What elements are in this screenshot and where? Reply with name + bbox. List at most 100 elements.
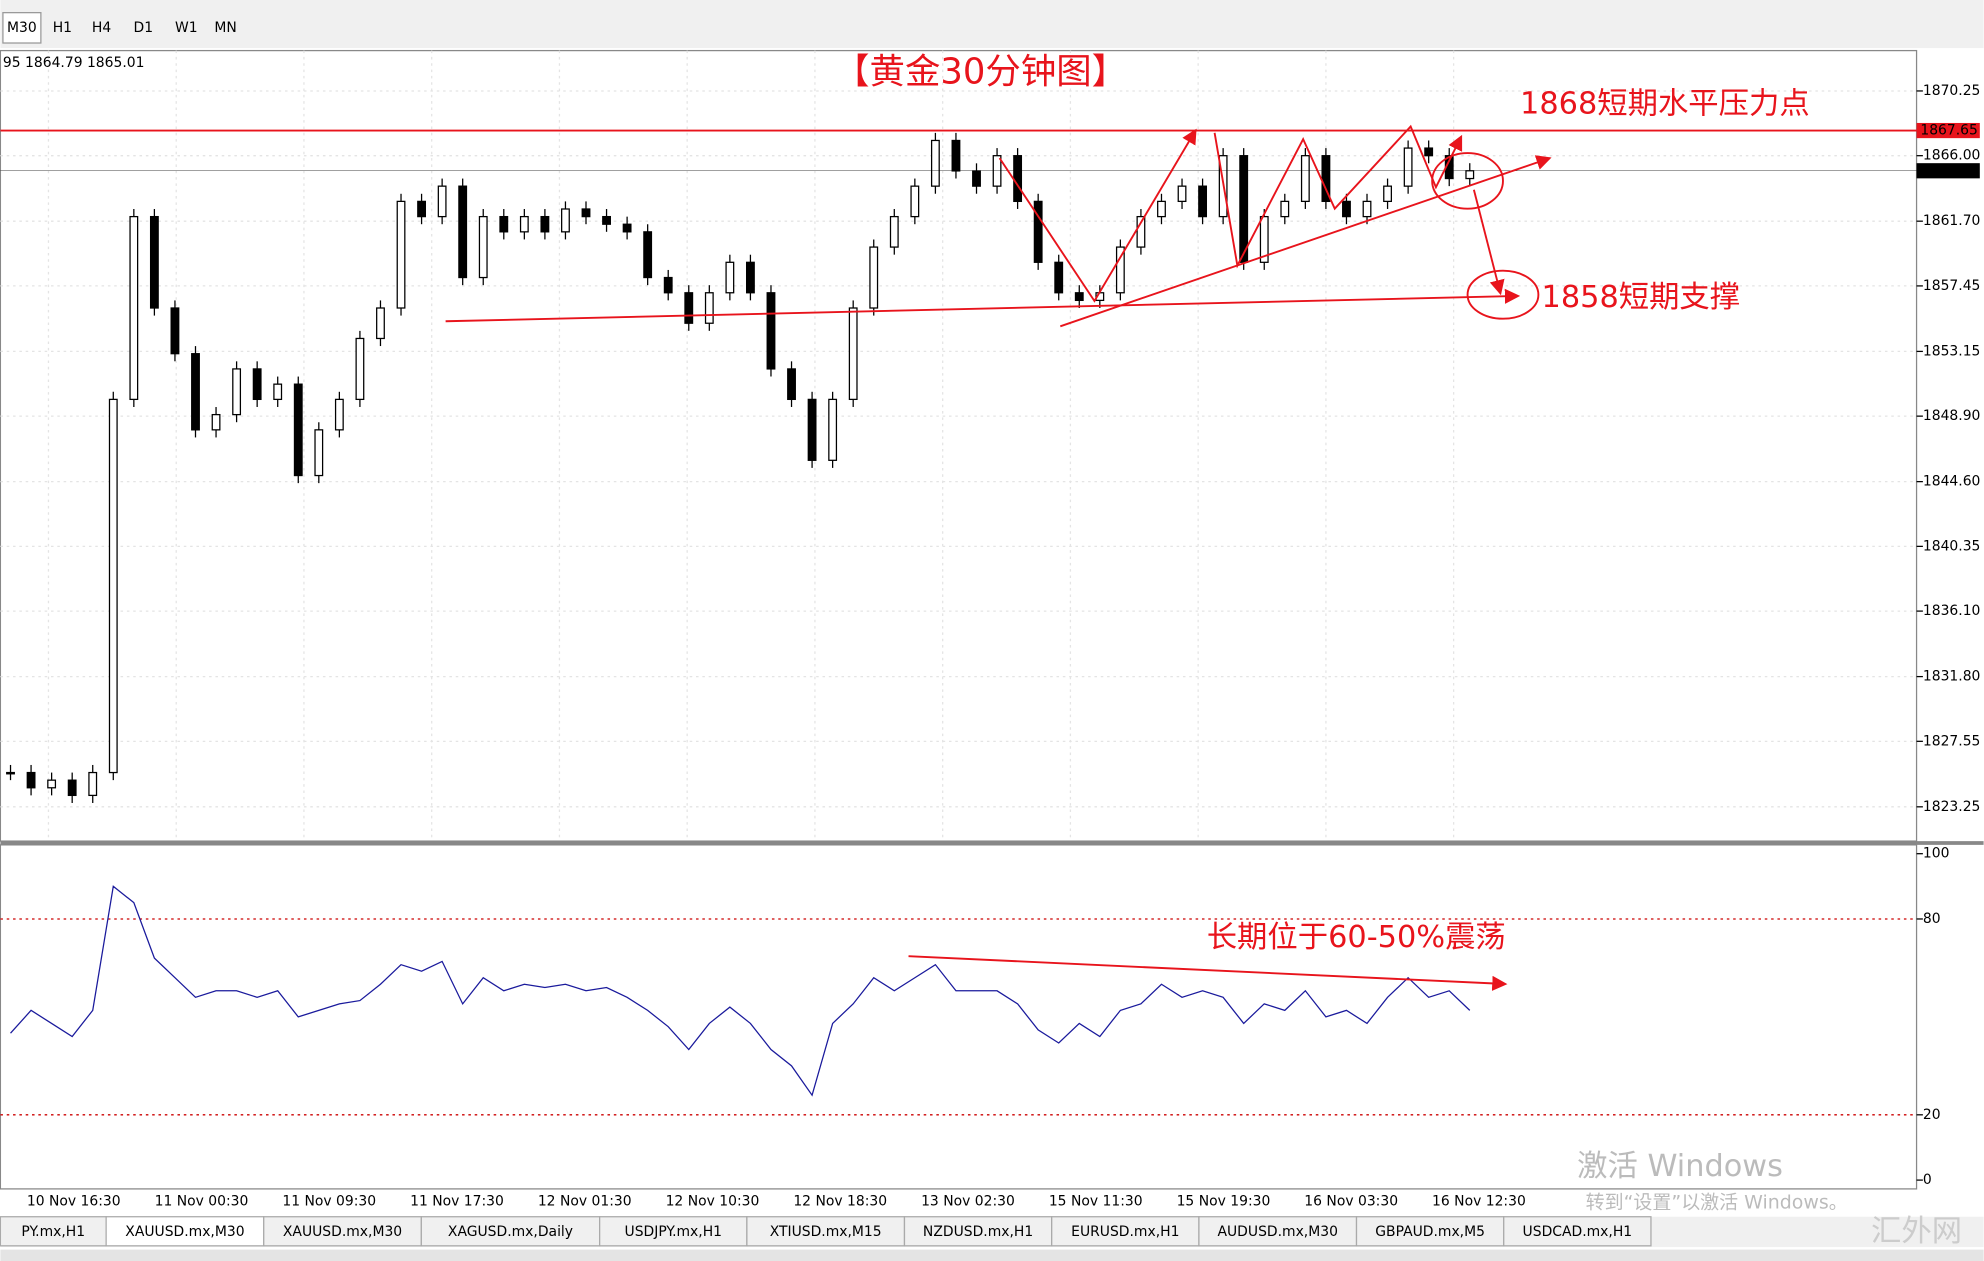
rsi-arrow <box>908 955 1508 991</box>
tab-label: NZDUSD.mx,H1 <box>923 1224 1033 1240</box>
candle-body <box>252 368 262 401</box>
candle-body <box>1403 147 1413 187</box>
candle-body <box>704 292 714 324</box>
rsi-tick-label: 20 <box>1923 1107 1941 1123</box>
timeframe-button[interactable]: W1 <box>175 20 198 36</box>
tab[interactable] <box>1503 1216 1652 1247</box>
candle-body <box>951 139 961 172</box>
x-tick-label: 16 Nov 12:30 <box>1432 1194 1526 1210</box>
candle-body <box>643 231 653 279</box>
tab-label: XAGUSD.mx,Daily <box>448 1224 573 1240</box>
candle-body <box>334 398 344 431</box>
ohlc-info: 95 1864.79 1865.01 <box>3 55 145 71</box>
candle-body <box>355 337 365 401</box>
candle-body <box>417 200 427 218</box>
candle-body <box>561 208 570 233</box>
candle-body <box>745 261 755 294</box>
candle-body <box>149 215 159 309</box>
tab-label: XAUUSD.mx,M30 <box>125 1224 244 1240</box>
candle-body <box>170 307 180 355</box>
tab[interactable] <box>420 1216 601 1247</box>
watermark: 转到“设置”以激活 Windows。 <box>1586 1191 1848 1213</box>
candle-body <box>828 398 838 461</box>
candle-body <box>108 398 118 774</box>
timeframe-button[interactable]: H4 <box>92 20 111 36</box>
candle-body <box>88 771 98 797</box>
candle-body <box>1033 200 1043 263</box>
price-marker-label: 1865.01 <box>1920 163 1978 179</box>
tab[interactable] <box>599 1216 748 1247</box>
status-bar <box>0 1249 1984 1261</box>
candle-body <box>540 215 550 233</box>
x-tick-label: 12 Nov 10:30 <box>666 1194 760 1210</box>
price-marker <box>1916 122 1980 139</box>
tab[interactable] <box>1355 1216 1505 1247</box>
candle-body <box>129 215 139 401</box>
candle-body <box>1177 185 1187 203</box>
y-tick-label: 1853.15 <box>1923 343 1981 359</box>
watermark: 激活 Windows <box>1577 1149 1783 1184</box>
price-marker-label: 1867.65 <box>1920 123 1978 139</box>
timeframe-button[interactable]: M30 <box>7 20 37 36</box>
candle-body <box>519 215 529 233</box>
tab-label: EURUSD.mx,H1 <box>1071 1224 1179 1240</box>
candle-body <box>807 398 817 461</box>
y-tick-label: 1823.25 <box>1923 799 1981 815</box>
candle-body <box>663 276 673 294</box>
candle-body <box>1013 155 1023 203</box>
candle-body <box>1342 200 1351 218</box>
tab-label: USDJPY.mx,H1 <box>625 1224 723 1240</box>
tab[interactable] <box>0 1216 107 1247</box>
candle-body <box>889 215 899 248</box>
candle-body <box>602 215 611 225</box>
rsi-tick-label: 100 <box>1923 846 1950 862</box>
candle-body <box>930 139 940 187</box>
timeframe-button[interactable]: MN <box>214 20 236 36</box>
candle-body <box>848 307 858 401</box>
price-marker <box>1916 163 1980 179</box>
x-tick-label: 16 Nov 03:30 <box>1304 1194 1398 1210</box>
candle-body <box>478 215 488 279</box>
candle-body <box>1136 215 1146 248</box>
candle-body <box>67 779 77 797</box>
candle-body <box>766 292 776 370</box>
wave-arrow <box>998 128 1197 303</box>
annotation: 1858短期支撑 <box>1542 280 1741 315</box>
candle-body <box>314 429 324 477</box>
circle <box>1466 269 1540 320</box>
active-timeframe[interactable] <box>2 12 42 44</box>
tab[interactable] <box>1198 1216 1358 1247</box>
annotation: 1868短期水平压力点 <box>1520 86 1810 121</box>
candle-body <box>499 215 509 233</box>
candle-body <box>972 170 981 187</box>
tab[interactable] <box>105 1216 265 1247</box>
x-tick-label: 15 Nov 11:30 <box>1049 1194 1143 1210</box>
toolbar <box>0 0 1984 49</box>
candle-body <box>725 261 735 294</box>
candle-body <box>1259 215 1269 263</box>
drawings <box>445 124 1552 991</box>
x-tick-label: 15 Nov 19:30 <box>1177 1194 1271 1210</box>
y-tick-label: 1840.35 <box>1923 538 1981 554</box>
candle-body <box>232 368 242 416</box>
tab-label: USDCAD.mx,H1 <box>1523 1224 1633 1240</box>
candle-body <box>910 185 920 218</box>
candle-body <box>1321 155 1331 203</box>
candle-body <box>293 383 303 477</box>
rsi-pane <box>0 844 1918 1190</box>
tab[interactable] <box>903 1216 1053 1247</box>
timeframe-button[interactable]: H1 <box>53 20 72 36</box>
tab-label: AUDUSD.mx,M30 <box>1217 1224 1337 1240</box>
tab[interactable] <box>1051 1216 1200 1247</box>
timeframe-button[interactable]: D1 <box>134 20 154 36</box>
y-tick-label: 1857.45 <box>1923 278 1981 294</box>
y-tick-label: 1848.90 <box>1923 408 1981 424</box>
site-watermark: 汇外网 <box>1871 1214 1962 1249</box>
candle-body <box>1383 185 1392 203</box>
rsi-tick-label: 0 <box>1923 1172 1932 1188</box>
x-tick-label: 13 Nov 02:30 <box>921 1194 1015 1210</box>
candle-body <box>1300 155 1310 203</box>
tab-label: GBPAUD.mx,M5 <box>1375 1224 1485 1240</box>
candle-body <box>211 413 221 431</box>
candle-body <box>1424 147 1434 157</box>
